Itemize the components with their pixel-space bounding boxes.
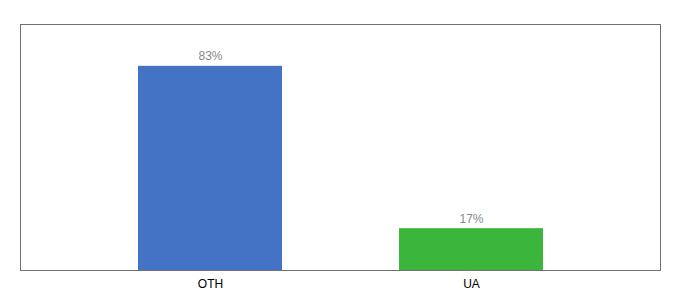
svg-text:OTH: OTH xyxy=(198,277,223,291)
svg-text:UA: UA xyxy=(463,277,480,291)
svg-text:83%: 83% xyxy=(198,49,222,63)
svg-text:17%: 17% xyxy=(459,212,483,226)
